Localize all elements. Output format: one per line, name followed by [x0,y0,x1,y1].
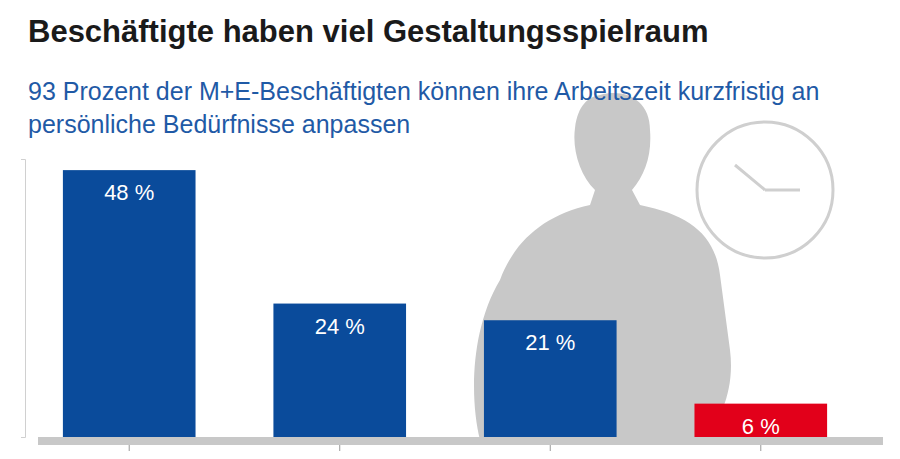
x-tick-mark [129,445,130,451]
y-tick-mark [21,437,25,438]
silhouette [474,93,731,440]
title: Beschäftigte haben viel Gestaltungsspiel… [28,14,708,49]
x-tick [129,445,130,451]
chart: Beschäftigte haben viel Gestaltungsspiel… [0,0,900,459]
data-label: 24 % [315,314,365,339]
bar [484,320,617,437]
y-axis-line [21,160,26,438]
data-label: 48 % [104,180,154,205]
subtitle: 93 Prozent der M+E-Beschäftigten können … [28,77,819,138]
y-tick-mark [21,159,25,160]
bar [63,170,196,437]
y-axis [21,160,26,438]
y-tick [21,159,25,160]
x-tick [550,445,551,451]
x-tick-mark [550,445,551,451]
x-tick-mark [339,445,340,451]
x-tick [760,445,761,451]
clock [697,122,833,258]
bar [273,304,406,437]
x-axis-line [26,446,866,452]
x-axis [26,445,866,451]
data-label: 6 % [742,414,780,439]
data-labels: 48 % 24 % 21 % 6 % [104,180,780,439]
y-tick [21,437,25,438]
x-tick-mark [760,445,761,451]
bars [63,170,827,437]
x-tick [339,445,340,451]
clock-hands [735,165,800,190]
data-label: 21 % [525,330,575,355]
decoration [474,93,833,440]
